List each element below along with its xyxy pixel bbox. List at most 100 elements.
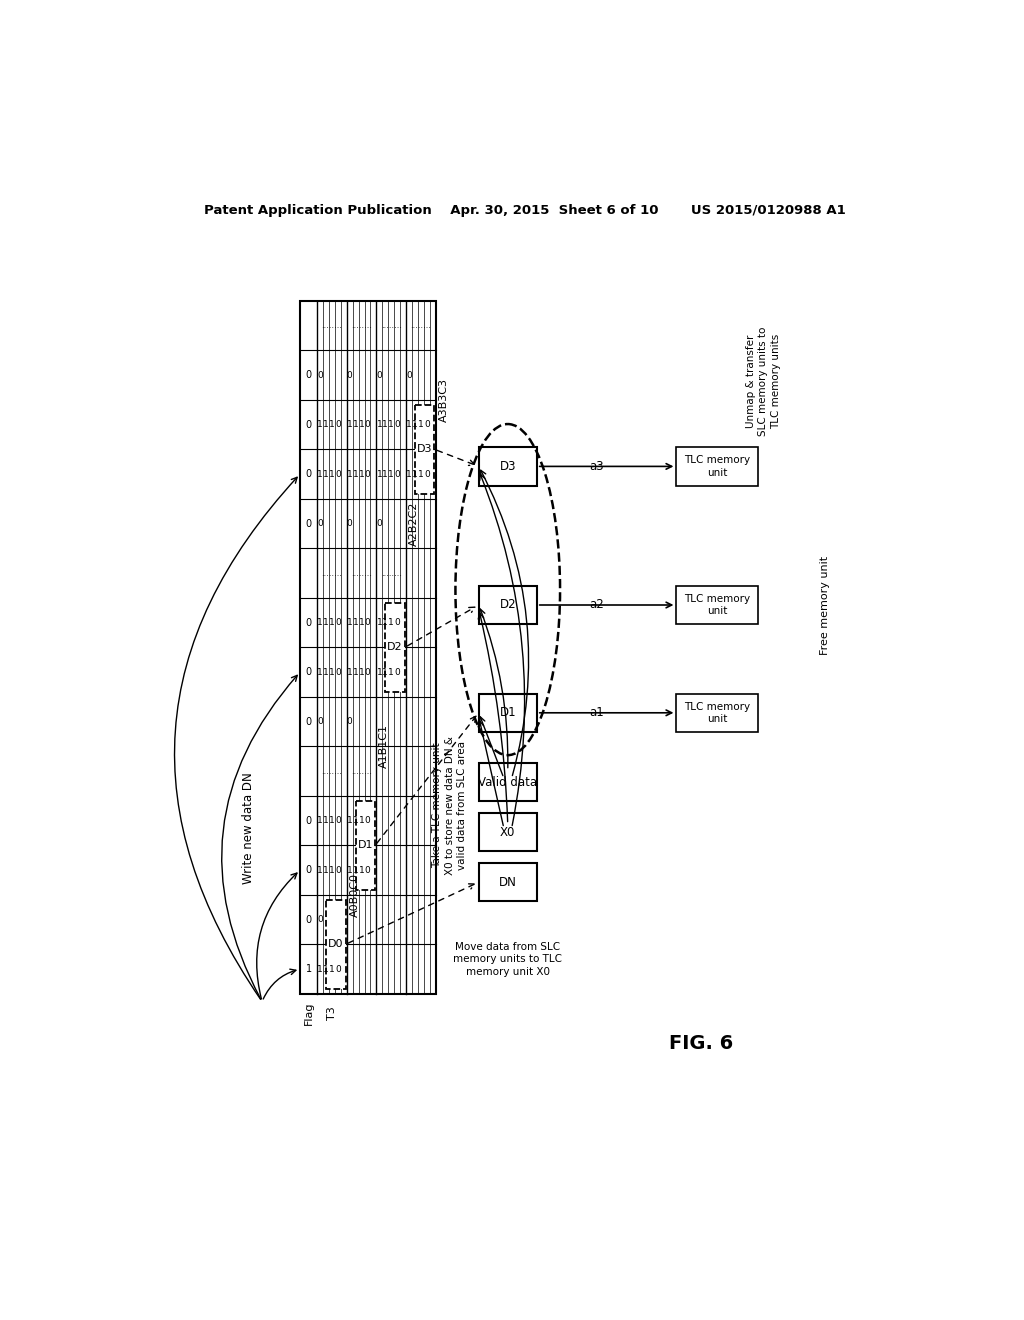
Text: ........: ........: [351, 569, 372, 578]
Text: 0: 0: [365, 618, 371, 627]
Text: 0: 0: [317, 371, 323, 380]
Text: 1: 1: [358, 668, 365, 677]
Text: 1: 1: [377, 668, 382, 677]
Text: a1: a1: [590, 706, 604, 719]
Text: 0: 0: [305, 915, 311, 924]
Text: 0: 0: [335, 618, 341, 627]
Text: D1: D1: [500, 706, 516, 719]
Text: 1: 1: [324, 816, 329, 825]
Text: 1: 1: [382, 668, 388, 677]
Text: 0: 0: [394, 470, 400, 479]
Text: 1: 1: [418, 420, 424, 429]
Bar: [300, 301, 435, 994]
Bar: [478, 813, 537, 851]
Text: 0: 0: [305, 420, 311, 429]
Text: TLC memory
unit: TLC memory unit: [684, 455, 750, 478]
Text: FIG. 6: FIG. 6: [670, 1035, 733, 1053]
Text: T3: T3: [327, 1006, 337, 1020]
Text: 1: 1: [317, 420, 323, 429]
Text: a3: a3: [590, 459, 604, 473]
Text: 1: 1: [347, 470, 352, 479]
Bar: [478, 586, 537, 624]
Text: 1: 1: [352, 816, 358, 825]
Text: 1: 1: [317, 470, 323, 479]
Text: ........: ........: [322, 767, 342, 776]
Text: 0: 0: [335, 816, 341, 825]
Text: TLC memory
unit: TLC memory unit: [684, 594, 750, 616]
Text: A3B3C3: A3B3C3: [438, 378, 449, 422]
Text: 1: 1: [329, 668, 335, 677]
Bar: [676, 693, 758, 733]
Text: 1: 1: [347, 668, 352, 677]
Text: 1: 1: [317, 965, 323, 974]
Text: Write new data DN: Write new data DN: [242, 772, 255, 884]
Text: 1: 1: [329, 618, 335, 627]
Text: 1: 1: [352, 470, 358, 479]
Text: ........: ........: [381, 321, 401, 330]
Text: 0: 0: [305, 667, 311, 677]
Bar: [478, 447, 537, 486]
Text: 1: 1: [412, 470, 418, 479]
Text: 0: 0: [347, 519, 352, 528]
Text: 0: 0: [365, 668, 371, 677]
Text: A1B1C1: A1B1C1: [379, 725, 389, 768]
Text: 1: 1: [324, 618, 329, 627]
Text: 1: 1: [329, 816, 335, 825]
Bar: [478, 863, 537, 902]
Text: ........: ........: [351, 321, 372, 330]
Text: 1: 1: [347, 816, 352, 825]
Text: 1: 1: [317, 618, 323, 627]
Text: 1: 1: [317, 816, 323, 825]
Text: 0: 0: [305, 469, 311, 479]
Text: 0: 0: [335, 965, 341, 974]
Text: 1: 1: [382, 470, 388, 479]
Text: ........: ........: [322, 321, 342, 330]
Text: 0: 0: [305, 717, 311, 726]
Text: Move data from SLC
memory units to TLC
memory unit X0: Move data from SLC memory units to TLC m…: [454, 941, 562, 977]
Bar: [676, 586, 758, 624]
Text: 1: 1: [418, 470, 424, 479]
Text: 1: 1: [329, 866, 335, 875]
Bar: [385, 603, 404, 692]
Text: 0: 0: [394, 420, 400, 429]
Text: ........: ........: [351, 767, 372, 776]
Text: 0: 0: [377, 371, 382, 380]
Text: 1: 1: [407, 470, 412, 479]
Text: Patent Application Publication    Apr. 30, 2015  Sheet 6 of 10       US 2015/012: Patent Application Publication Apr. 30, …: [204, 205, 846, 218]
Text: 1: 1: [358, 866, 365, 875]
Text: 0: 0: [365, 470, 371, 479]
Text: ........: ........: [411, 321, 431, 330]
Text: 0: 0: [305, 816, 311, 825]
Text: 0: 0: [317, 717, 323, 726]
Text: 1: 1: [324, 470, 329, 479]
Text: 0: 0: [365, 420, 371, 429]
Text: 0: 0: [305, 370, 311, 380]
Text: 1: 1: [358, 816, 365, 825]
Text: D2: D2: [500, 598, 516, 611]
Text: 0: 0: [305, 865, 311, 875]
Text: Free memory unit: Free memory unit: [820, 556, 830, 655]
Text: DN: DN: [499, 875, 517, 888]
Text: 1: 1: [388, 420, 394, 429]
Text: 1: 1: [347, 618, 352, 627]
Text: 0: 0: [305, 519, 311, 528]
Bar: [478, 693, 537, 733]
Text: 1: 1: [358, 618, 365, 627]
Text: Take a TLC memory unit
X0 to store new data DN &
valid data from SLC area: Take a TLC memory unit X0 to store new d…: [432, 735, 467, 875]
Text: 1: 1: [412, 420, 418, 429]
Text: 0: 0: [394, 668, 400, 677]
Text: 1: 1: [317, 866, 323, 875]
Text: 0: 0: [424, 470, 430, 479]
Text: Unmap & transfer
SLC memory units to
TLC memory units: Unmap & transfer SLC memory units to TLC…: [746, 327, 781, 437]
Text: 0: 0: [335, 420, 341, 429]
Text: 1: 1: [358, 470, 365, 479]
Bar: [478, 763, 537, 801]
Bar: [355, 801, 375, 890]
Text: 0: 0: [317, 915, 323, 924]
Text: 1: 1: [388, 470, 394, 479]
Text: 1: 1: [352, 618, 358, 627]
Text: X0: X0: [500, 825, 515, 838]
Text: 1: 1: [324, 866, 329, 875]
Text: 1: 1: [324, 965, 329, 974]
Text: 1: 1: [377, 618, 382, 627]
